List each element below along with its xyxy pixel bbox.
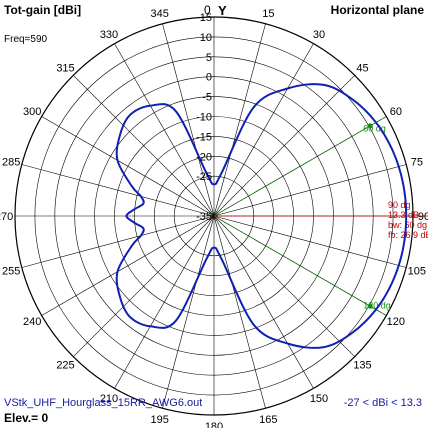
- angle-spoke: [21, 164, 215, 217]
- angle-spoke: [213, 215, 266, 409]
- angle-tick-label: 105: [408, 265, 426, 277]
- gain-range: -27 < dBi < 13.3: [343, 397, 422, 409]
- angle-spoke: [73, 215, 215, 357]
- angle-spoke: [114, 43, 215, 217]
- radial-tick-label: 15: [200, 12, 212, 24]
- radial-tick-label: -20: [196, 151, 212, 163]
- radial-tick-label: -5: [202, 92, 212, 104]
- angle-tick-label: 150: [310, 393, 328, 405]
- angle-spoke: [21, 215, 215, 268]
- angle-spoke: [213, 164, 407, 217]
- angle-tick-label: 30: [313, 29, 325, 41]
- y-axis-label: Y: [218, 3, 227, 18]
- beamwidth-label: 60 dg: [363, 124, 386, 134]
- angle-tick-label: 75: [411, 157, 423, 169]
- max-gain-label: fb: 26.9 dB: [388, 230, 428, 240]
- file-name: VStk_UHF_Hourglass_15RR_AWG6.out: [4, 397, 203, 409]
- angle-tick-label: 255: [2, 265, 20, 277]
- angle-tick-label: 45: [356, 63, 368, 75]
- angle-spoke: [213, 75, 355, 217]
- beamwidth-line: [213, 215, 387, 316]
- radial-tick-label: -10: [196, 112, 212, 124]
- angle-spoke: [114, 215, 215, 389]
- beamwidth-marker: [367, 123, 373, 129]
- plane-label: Horizontal plane: [330, 3, 424, 17]
- beamwidth-marker: [367, 303, 373, 309]
- radial-tick-label: -15: [196, 131, 212, 143]
- pattern-line: [115, 83, 408, 349]
- angle-tick-label: 240: [23, 316, 41, 328]
- zero-label: 0: [204, 3, 211, 17]
- radial-tick-label: 5: [206, 52, 212, 64]
- max-gain-label: 90 dg: [388, 200, 411, 210]
- angle-spoke: [162, 23, 215, 217]
- angle-tick-label: 195: [150, 414, 168, 426]
- angle-tick-label: 210: [100, 393, 118, 405]
- angle-tick-label: 270: [0, 211, 13, 223]
- beamwidth-label: 120 dg: [363, 301, 391, 311]
- angle-spoke: [73, 75, 215, 217]
- angle-tick-label: 330: [100, 29, 118, 41]
- angle-spoke: [213, 215, 407, 268]
- angle-spoke: [41, 215, 215, 316]
- radial-tick-label: 0: [206, 72, 212, 84]
- angle-tick-label: 15: [262, 8, 274, 20]
- angle-tick-label: 120: [387, 316, 405, 328]
- angle-spoke: [213, 43, 314, 217]
- max-gain-label: bw: 60 dg: [388, 220, 427, 230]
- angle-spoke: [213, 23, 266, 217]
- angle-tick-label: 165: [259, 414, 277, 426]
- angle-tick-label: 300: [23, 106, 41, 118]
- angle-tick-label: 345: [150, 8, 168, 20]
- angle-tick-label: 60: [390, 106, 402, 118]
- beamwidth-line: [213, 116, 387, 217]
- angle-spoke: [41, 116, 215, 217]
- angle-spoke: [213, 215, 355, 357]
- angle-spoke: [213, 215, 314, 389]
- angle-tick-label: 285: [2, 157, 20, 169]
- angle-spoke: [162, 215, 215, 409]
- radial-tick-label: -35: [196, 211, 212, 223]
- elevation-label: Elev.= 0: [4, 411, 49, 425]
- radiation-pattern: [115, 83, 408, 349]
- radial-tick-label: -25: [196, 171, 212, 183]
- angle-tick-label: 180: [205, 421, 223, 428]
- angle-tick-label: 135: [353, 359, 371, 371]
- angle-tick-label: 315: [56, 63, 74, 75]
- angle-tick-label: 90: [418, 211, 428, 223]
- radial-tick-label: 10: [200, 32, 212, 44]
- axis-labels: 1530456075901051201351501651801952102252…: [0, 8, 428, 428]
- chart-title: Tot-gain [dBi]: [4, 3, 82, 17]
- freq-label: Freq=590: [4, 34, 48, 45]
- angle-tick-label: 225: [56, 359, 74, 371]
- max-gain-label: 13.3 dB: [388, 210, 419, 220]
